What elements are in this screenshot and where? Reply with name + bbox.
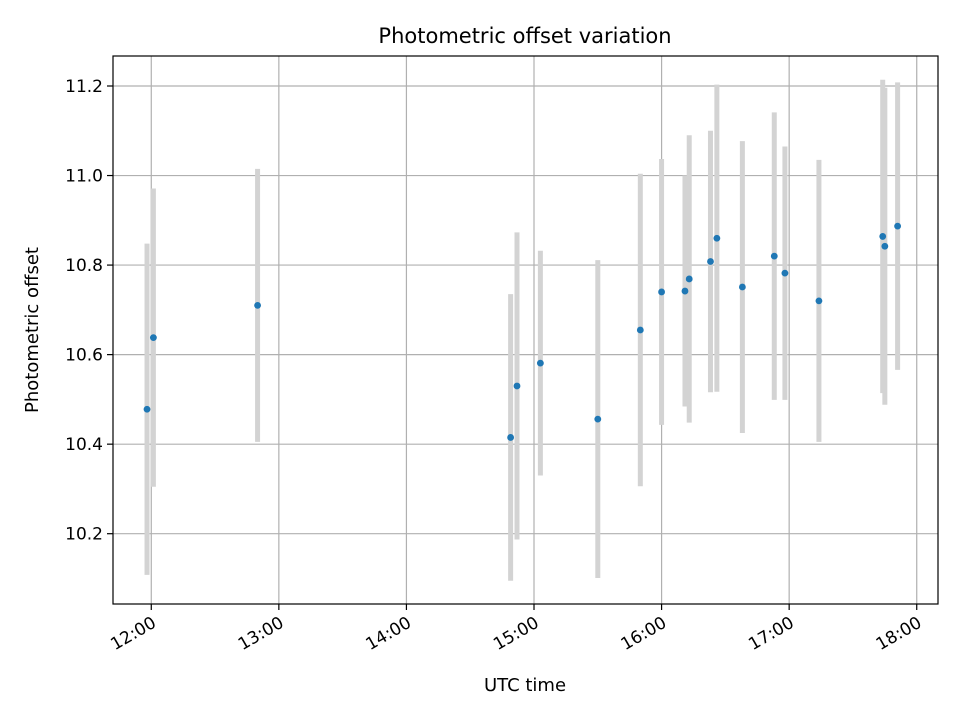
data-point: [149, 334, 157, 342]
y-tick-label: 11.0: [65, 167, 103, 187]
y-tick-label: 10.2: [65, 525, 103, 545]
data-point: [894, 222, 902, 230]
data-points: [143, 222, 902, 441]
chart-title: Photometric offset variation: [378, 24, 671, 48]
plot-frame: [112, 55, 939, 605]
y-tick-label: 10.8: [65, 256, 103, 276]
data-point: [513, 382, 521, 390]
x-axis-label: UTC time: [484, 675, 566, 696]
y-tick-label: 10.6: [65, 346, 103, 366]
data-point: [507, 434, 515, 441]
data-point: [707, 258, 714, 265]
data-point: [254, 301, 261, 309]
data-point: [881, 242, 889, 250]
data-point: [594, 415, 602, 423]
data-point: [681, 287, 689, 295]
data-point: [536, 359, 544, 367]
y-axis-ticks: 10.2 10.4 10.6 10.8 11.0 11.2: [65, 77, 113, 545]
data-point: [658, 288, 665, 296]
data-point: [879, 233, 887, 240]
data-point: [636, 326, 644, 334]
data-point: [770, 252, 778, 260]
data-point: [685, 275, 693, 283]
y-tick-label: 11.2: [65, 77, 103, 97]
data-point: [143, 405, 151, 413]
data-point: [815, 297, 823, 305]
y-axis-label: Photometric offset: [22, 247, 43, 413]
y-tick-label: 10.4: [65, 435, 103, 455]
data-point: [738, 283, 746, 291]
data-point: [781, 269, 789, 277]
data-point: [713, 234, 721, 242]
